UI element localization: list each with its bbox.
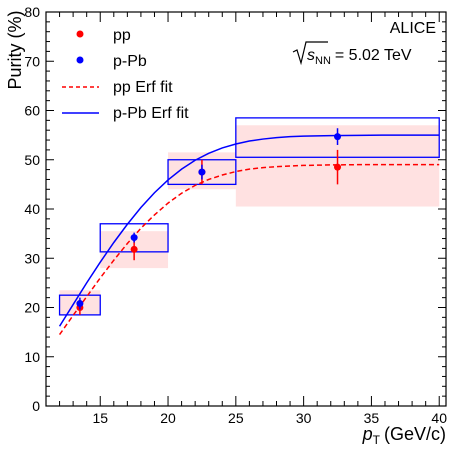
energy-sqrt-var: s xyxy=(307,47,315,64)
y-tick-label: 40 xyxy=(24,201,40,217)
energy-label: sNN = 5.02 TeV xyxy=(292,41,412,67)
data-points xyxy=(76,128,342,315)
x-axis-title-main: p xyxy=(362,424,373,444)
x-axis-title: pT (GeV/c) xyxy=(362,424,446,447)
legend-label-ppb-fit: p-Pb Erf fit xyxy=(113,105,189,122)
y-tick-label: 70 xyxy=(24,53,40,69)
y-axis-title: Purity (%) xyxy=(5,10,25,89)
x-tick-label: 30 xyxy=(296,410,312,426)
pp-erf-fit-line xyxy=(58,163,440,336)
y-tick-label: 20 xyxy=(24,300,40,316)
x-axis-title-unit: (GeV/c) xyxy=(384,424,446,444)
y-tick-label: 50 xyxy=(24,152,40,168)
x-axis-title-sub: T xyxy=(373,433,381,447)
energy-value: = 5.02 TeV xyxy=(335,47,412,64)
legend-label-pp: pp xyxy=(113,27,131,44)
pp-point-1 xyxy=(130,245,138,253)
energy-label-text: sNN = 5.02 TeV xyxy=(307,47,412,67)
legend: pp p-Pb pp Erf fit p-Pb Erf fit xyxy=(62,27,189,122)
ppb-point-0 xyxy=(76,300,84,308)
x-tick-label: 35 xyxy=(364,410,380,426)
x-tick-label: 20 xyxy=(160,410,176,426)
y-tick-label: 10 xyxy=(24,349,40,365)
legend-label-pp-fit: pp Erf fit xyxy=(113,79,173,96)
plot-frame xyxy=(45,11,447,407)
ppb-point-3 xyxy=(334,133,342,141)
legend-label-ppb: p-Pb xyxy=(113,53,147,70)
x-tick-label: 15 xyxy=(92,410,108,426)
sqrt-sign xyxy=(292,41,328,66)
legend-marker-pp xyxy=(76,30,84,38)
y-tick-label: 80 xyxy=(24,4,40,20)
ppb-point-2 xyxy=(198,168,206,176)
y-tick-label: 0 xyxy=(32,398,40,414)
y-tick-label: 60 xyxy=(24,103,40,119)
systematic-boxes xyxy=(58,117,440,316)
legend-marker-ppb xyxy=(76,56,84,64)
y-tick-label: 30 xyxy=(24,250,40,266)
pp-point-3 xyxy=(334,163,342,171)
ppb-point-1 xyxy=(130,234,138,242)
x-tick-label: 25 xyxy=(228,410,244,426)
energy-sub: NN xyxy=(315,55,331,67)
x-tick-label: 40 xyxy=(431,410,447,426)
axes: 0 10 20 30 40 50 60 70 80 15 20 25 30 35 40 xyxy=(24,4,447,426)
experiment-label: ALICE xyxy=(390,20,436,37)
